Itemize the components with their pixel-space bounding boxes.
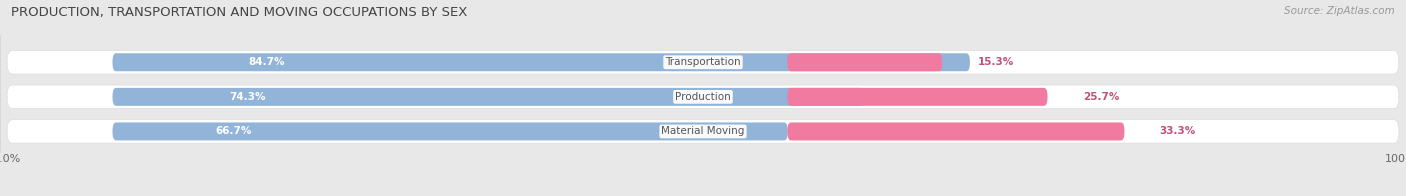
Text: Material Moving: Material Moving xyxy=(661,126,745,136)
FancyBboxPatch shape xyxy=(7,51,1399,74)
FancyBboxPatch shape xyxy=(112,53,970,71)
FancyBboxPatch shape xyxy=(787,53,942,71)
Text: 84.7%: 84.7% xyxy=(249,57,285,67)
FancyBboxPatch shape xyxy=(7,85,1399,109)
Text: 15.3%: 15.3% xyxy=(977,57,1014,67)
Text: 33.3%: 33.3% xyxy=(1160,126,1197,136)
Text: Source: ZipAtlas.com: Source: ZipAtlas.com xyxy=(1284,6,1395,16)
FancyBboxPatch shape xyxy=(7,120,1399,143)
Text: PRODUCTION, TRANSPORTATION AND MOVING OCCUPATIONS BY SEX: PRODUCTION, TRANSPORTATION AND MOVING OC… xyxy=(11,6,468,19)
FancyBboxPatch shape xyxy=(112,88,865,106)
Text: Transportation: Transportation xyxy=(665,57,741,67)
Text: 66.7%: 66.7% xyxy=(217,126,252,136)
FancyBboxPatch shape xyxy=(787,122,1125,140)
Text: 74.3%: 74.3% xyxy=(229,92,266,102)
FancyBboxPatch shape xyxy=(787,88,1047,106)
Text: Production: Production xyxy=(675,92,731,102)
Legend: Male, Female: Male, Female xyxy=(640,193,766,196)
FancyBboxPatch shape xyxy=(112,122,787,140)
Text: 25.7%: 25.7% xyxy=(1083,92,1119,102)
